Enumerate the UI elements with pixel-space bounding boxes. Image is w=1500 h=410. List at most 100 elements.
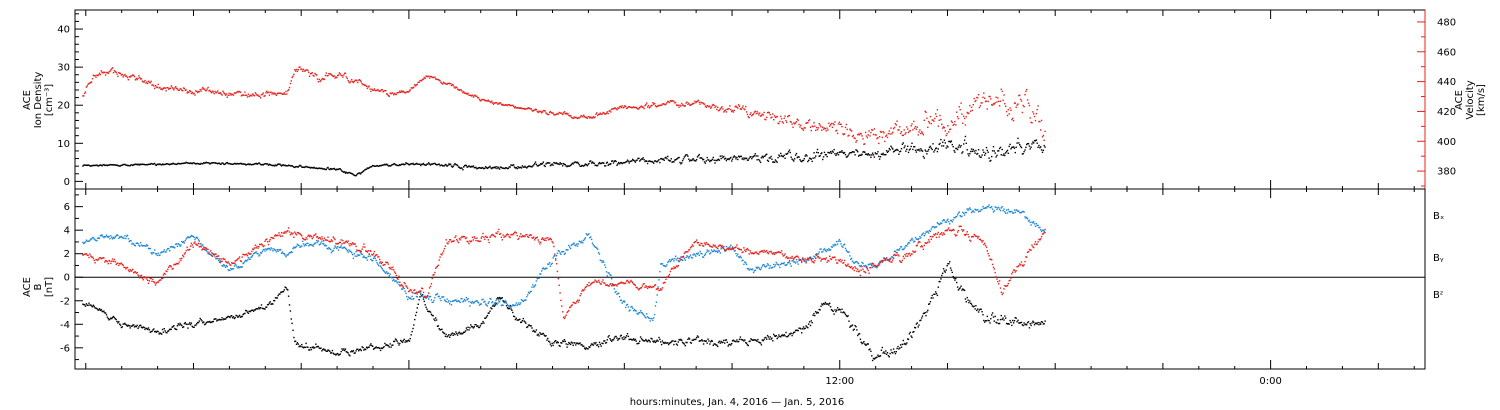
density-point bbox=[604, 165, 607, 167]
by-point bbox=[1040, 230, 1043, 233]
velocity-point bbox=[486, 100, 489, 102]
density-point bbox=[464, 164, 467, 166]
velocity-point bbox=[225, 93, 228, 95]
bx-point bbox=[987, 319, 989, 322]
by-point bbox=[168, 250, 171, 252]
bx-point bbox=[826, 303, 828, 305]
velocity-point bbox=[252, 93, 254, 95]
by-point bbox=[723, 248, 725, 250]
bx-point bbox=[111, 317, 113, 320]
by-point bbox=[603, 261, 605, 263]
by-point bbox=[801, 258, 804, 261]
bz-point bbox=[327, 236, 329, 238]
density-point bbox=[160, 163, 162, 166]
velocity-point bbox=[475, 95, 477, 97]
density-point bbox=[1010, 148, 1012, 150]
bx-point bbox=[438, 328, 440, 330]
velocity-point bbox=[826, 127, 828, 129]
density-point bbox=[871, 154, 873, 156]
bz-point bbox=[181, 257, 183, 260]
velocity-point bbox=[166, 87, 168, 89]
by-point bbox=[270, 247, 272, 249]
density-point bbox=[345, 171, 348, 173]
velocity-point bbox=[437, 79, 440, 81]
by-point bbox=[324, 244, 327, 246]
bz-point bbox=[354, 243, 356, 245]
velocity-point bbox=[529, 108, 531, 110]
density-point bbox=[617, 163, 619, 165]
bx-point bbox=[778, 334, 780, 336]
bx-point bbox=[380, 347, 383, 349]
velocity-point bbox=[339, 73, 341, 75]
bz-point bbox=[266, 238, 268, 240]
bx-point bbox=[507, 308, 510, 310]
by-point bbox=[333, 247, 335, 249]
by-point bbox=[973, 211, 975, 213]
by-point bbox=[733, 250, 735, 252]
velocity-point bbox=[275, 94, 278, 96]
density-point bbox=[393, 163, 396, 165]
bx-point bbox=[501, 297, 503, 299]
by-point bbox=[994, 206, 996, 208]
by-point bbox=[126, 234, 129, 236]
by-point bbox=[633, 308, 636, 311]
by-point bbox=[424, 295, 426, 297]
velocity-point bbox=[136, 78, 138, 81]
velocity-point bbox=[922, 134, 925, 136]
by-point bbox=[602, 260, 604, 262]
by-point bbox=[989, 206, 991, 209]
velocity-point bbox=[554, 114, 556, 116]
velocity-point bbox=[552, 112, 554, 114]
density-point bbox=[496, 167, 498, 170]
velocity-point bbox=[1013, 102, 1016, 104]
density-point bbox=[812, 157, 814, 159]
velocity-point bbox=[838, 121, 841, 123]
bx-point bbox=[405, 339, 407, 342]
by-point bbox=[303, 245, 306, 247]
bx-point bbox=[310, 348, 313, 351]
velocity-point bbox=[632, 106, 635, 108]
density-point bbox=[238, 163, 240, 165]
bz-point bbox=[97, 258, 100, 260]
velocity-point bbox=[525, 108, 527, 110]
density-point bbox=[140, 163, 142, 165]
bx-point bbox=[238, 315, 240, 318]
velocity-point bbox=[801, 127, 803, 130]
bx-point bbox=[781, 334, 784, 336]
y-tick-label: 4 bbox=[64, 226, 70, 237]
velocity-point bbox=[392, 92, 394, 94]
by-point bbox=[566, 249, 568, 251]
density-point bbox=[405, 162, 407, 164]
bx-point bbox=[584, 348, 587, 350]
by-point bbox=[266, 248, 269, 250]
by-point bbox=[576, 243, 578, 245]
velocity-point bbox=[439, 80, 441, 82]
density-point bbox=[432, 163, 434, 165]
velocity-point bbox=[308, 71, 310, 74]
velocity-point bbox=[928, 122, 931, 124]
by-point bbox=[133, 243, 135, 245]
by-point bbox=[140, 242, 142, 244]
velocity-point bbox=[562, 112, 565, 114]
bx-point bbox=[825, 303, 827, 305]
velocity-point bbox=[196, 91, 199, 94]
density-point bbox=[230, 163, 232, 165]
density-point bbox=[929, 145, 932, 148]
bx-point bbox=[417, 303, 419, 305]
by-point bbox=[131, 243, 133, 245]
velocity-point bbox=[182, 90, 184, 92]
velocity-point bbox=[863, 143, 865, 145]
density-point bbox=[308, 166, 310, 169]
y-tick-label: 0 bbox=[64, 273, 70, 284]
velocity-point bbox=[337, 74, 339, 77]
bz-point bbox=[95, 258, 97, 261]
velocity-point bbox=[217, 90, 219, 92]
by-point bbox=[358, 254, 361, 256]
by-point bbox=[405, 292, 407, 294]
by-point bbox=[912, 239, 914, 241]
by-point bbox=[178, 243, 180, 246]
by-point bbox=[636, 312, 638, 315]
bz-point bbox=[211, 255, 214, 257]
by-point bbox=[836, 243, 839, 245]
bx-point bbox=[692, 339, 694, 341]
